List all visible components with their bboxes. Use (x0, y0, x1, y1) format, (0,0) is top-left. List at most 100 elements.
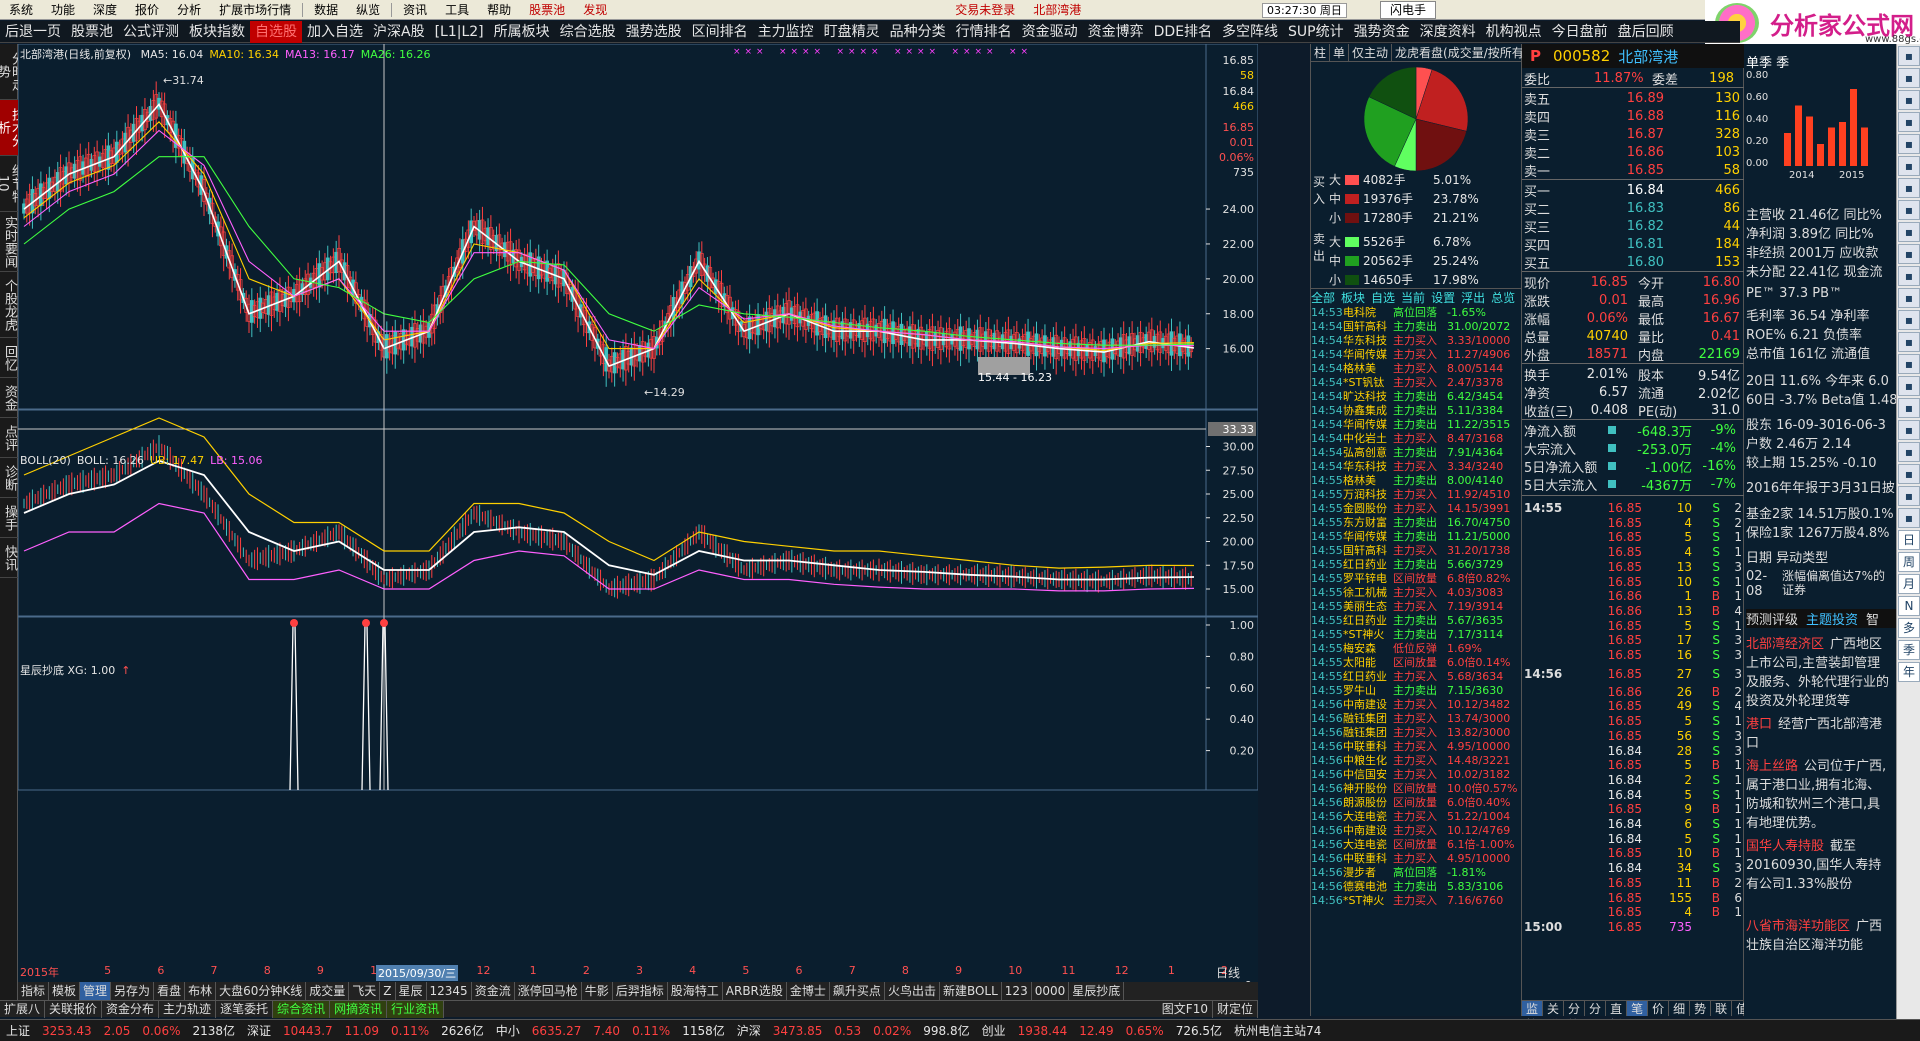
indicator-tab[interactable]: 看盘 (154, 982, 186, 1000)
ticker-row[interactable]: 14:54 华闻传媒 主力买入 11.27/4906 (1311, 347, 1523, 362)
ticker-row[interactable]: 14:55 太阳能 区间放量 6.0倍0.14% (1311, 655, 1523, 670)
ticker-row[interactable]: 14:54 旷达科技 主力卖出 6.42/3454 (1311, 389, 1523, 404)
ticker-row[interactable]: 14:55 美丽生态 主力买入 7.19/3914 (1311, 599, 1523, 614)
indicator-tab[interactable]: 后羿指标 (613, 982, 668, 1000)
ticker-row[interactable]: 14:54 格林美 主力买入 8.00/5144 (1311, 361, 1523, 376)
ticker-row[interactable]: 14:54 中化岩土 主力买入 8.47/3168 (1311, 431, 1523, 446)
ticker-row[interactable]: 14:55 东方财富 主力卖出 16.70/4750 (1311, 515, 1523, 530)
left-tab[interactable]: 资金 (0, 378, 18, 418)
toolbar-item[interactable]: DDE排名 (1153, 23, 1213, 40)
period-button[interactable]: 季 (1898, 640, 1920, 660)
indicator-tab[interactable]: 资金流 (472, 982, 515, 1000)
menu-item[interactable]: 功能 (51, 2, 76, 17)
extension-tab[interactable]: 主力轨迹 (159, 1000, 217, 1018)
toolbar-item[interactable]: [L1|L2] (434, 23, 484, 40)
ticker-row[interactable]: 14:55 红日药业 主力买入 5.68/3634 (1311, 669, 1523, 684)
indicator-tab[interactable]: 123 (1002, 982, 1032, 1000)
extension-tab[interactable]: 扩展八 (0, 1000, 46, 1018)
ticker-tab[interactable]: 总览 (1491, 290, 1516, 305)
ticker-row[interactable]: 14:56 大连电瓷 区间放量 6.1倍-1.00% (1311, 837, 1523, 852)
sidebar-tool-icon[interactable]: ▪ (1898, 68, 1920, 88)
indicator-tab[interactable]: 新建BOLL (940, 982, 1002, 1000)
ticker-row[interactable]: 14:56 中信国安 主力买入 10.02/3182 (1311, 767, 1523, 782)
quote-tab[interactable]: 关联 (1543, 1001, 1565, 1032)
sidebar-tool-icon[interactable]: ▪ (1898, 222, 1920, 242)
f10-tab[interactable]: 预测评级 (1746, 613, 1799, 628)
quote-subtab[interactable]: 细 (1669, 1001, 1691, 1016)
extension-tab[interactable]: 行业资讯 (387, 1000, 445, 1018)
toolbar-item[interactable]: SUP统计 (1288, 23, 1344, 40)
extension-tab[interactable]: 综合资讯 (273, 1000, 331, 1018)
ticker-row[interactable]: 14:56 融钰集团 主力买入 13.74/3000 (1311, 711, 1523, 726)
sidebar-tool-icon[interactable]: ▪ (1898, 376, 1920, 396)
sidebar-tool-icon[interactable]: ▪ (1898, 46, 1920, 66)
left-tab[interactable]: 点评 (0, 418, 18, 458)
topic-title[interactable]: 北部湾经济区 (1746, 637, 1825, 652)
indicator-tab[interactable]: 布林 (185, 982, 217, 1000)
quote-tab[interactable]: 直播 (1606, 1001, 1628, 1032)
ticker-tab[interactable]: 当前 (1401, 290, 1426, 305)
sidebar-tool-icon[interactable]: ▪ (1898, 178, 1920, 198)
left-tab[interactable]: 诊断 (0, 458, 18, 498)
quote-subtab[interactable]: 势 (1690, 1001, 1712, 1016)
ticker-row[interactable]: 14:55 金圆股份 主力买入 14.15/3991 (1311, 501, 1523, 516)
ticker-tab[interactable]: 板块 (1341, 290, 1366, 305)
sidebar-tool-icon[interactable]: ▪ (1898, 90, 1920, 110)
left-tab[interactable]: 技术分析 (0, 100, 24, 156)
left-tab[interactable]: 操手 (0, 498, 18, 538)
topic-title[interactable]: 八省市海洋功能区 (1746, 919, 1851, 934)
toolbar-item[interactable]: 资金驱动 (1021, 23, 1078, 40)
menu-item-red[interactable]: 发现 (583, 2, 608, 17)
ticker-row[interactable]: 14:56 神开股份 区间放量 10.0倍0.57% (1311, 781, 1523, 796)
ticker-row[interactable]: 14:54 华东科技 主力买入 3.33/10000 (1311, 333, 1523, 348)
sidebar-tool-icon[interactable]: ▪ (1898, 442, 1920, 462)
ticker-row[interactable]: 14:55 *ST神火 主力卖出 7.17/3114 (1311, 627, 1523, 642)
ticker-row[interactable]: 14:56 *ST神火 主力买入 7.16/6760 (1311, 893, 1523, 908)
indicator-tab[interactable]: 飙升买点 (830, 982, 885, 1000)
period-button[interactable]: 年 (1898, 662, 1920, 682)
period-button[interactable]: 日 (1898, 530, 1920, 550)
ticker-row[interactable]: 14:56 漫步者 高位回落 -1.81% (1311, 865, 1523, 880)
ticker-row[interactable]: 14:54 *ST钒钛 主力买入 2.47/3378 (1311, 375, 1523, 390)
indicator-tab[interactable]: 大盘60分钟K线 (216, 982, 307, 1000)
sidebar-tool-icon[interactable]: ▪ (1898, 332, 1920, 352)
ticker-row[interactable]: 14:55 万润科技 主力买入 11.92/4510 (1311, 487, 1523, 502)
ticker-tab[interactable]: 全部 (1311, 290, 1336, 305)
ticker-row[interactable]: 14:55 国轩高科 主力买入 31.20/1738 (1311, 543, 1523, 558)
indicator-tab[interactable]: 另存为 (111, 982, 155, 1000)
topic-title[interactable]: 国华人寿持股 (1746, 839, 1825, 854)
login-status[interactable]: 交易未登录 (955, 2, 1016, 17)
toolbar-item[interactable]: 资金博弈 (1087, 23, 1144, 40)
toolbar-item[interactable]: 后退一页 (5, 23, 61, 40)
sidebar-tool-icon[interactable]: ▪ (1898, 156, 1920, 176)
sidebar-tool-icon[interactable]: ▪ (1898, 244, 1920, 264)
ticker-row[interactable]: 14:56 中粮生化 主力买入 14.48/3221 (1311, 753, 1523, 768)
toolbar-item[interactable]: 沪深A股 (373, 23, 425, 40)
sidebar-tool-icon[interactable]: ▪ (1898, 134, 1920, 154)
menu-item[interactable]: 资讯 (403, 2, 428, 17)
menu-item[interactable]: 系统 (9, 2, 34, 17)
ticker-row[interactable]: 14:56 中南建设 主力买入 10.12/3482 (1311, 697, 1523, 712)
indicator-tab[interactable]: 管理 (80, 982, 112, 1000)
sidebar-tool-icon[interactable]: ▪ (1898, 200, 1920, 220)
ticker-row[interactable]: 14:54 华东科技 主力买入 3.34/3240 (1311, 459, 1523, 474)
toolbar-item[interactable]: 盘后回顾 (1617, 23, 1674, 40)
indicator-tab[interactable]: 飞天 (349, 982, 381, 1000)
quote-tab[interactable]: 分笔 (1564, 1001, 1586, 1032)
extension-tab[interactable]: 网摘资讯 (330, 1000, 388, 1018)
period-button[interactable]: N (1898, 596, 1920, 616)
sidebar-tool-icon[interactable]: ▪ (1898, 486, 1920, 506)
toolbar-item[interactable]: 加入自选 (307, 23, 363, 40)
extension-tab[interactable]: 图文F10 (1158, 1000, 1213, 1018)
menu-item[interactable]: 扩展市场行情 (219, 2, 292, 17)
ticker-row[interactable]: 14:53 电科院 高位回落 -1.65% (1311, 305, 1523, 320)
f10-tab[interactable]: 主题投资 (1806, 613, 1859, 628)
toolbar-item[interactable]: 深度资料 (1419, 23, 1476, 40)
toolbar-item[interactable]: 股票池 (71, 23, 113, 40)
topic-title[interactable]: 海上丝路 (1746, 759, 1799, 774)
ticker-row[interactable]: 14:56 融钰集团 主力买入 13.82/3000 (1311, 725, 1523, 740)
ticker-row[interactable]: 14:54 弘高创意 主力卖出 7.91/4364 (1311, 445, 1523, 460)
toolbar-item[interactable]: 公式评测 (123, 23, 179, 40)
sidebar-tool-icon[interactable]: ▪ (1898, 464, 1920, 484)
chart-area[interactable]: 24.00 22.00 20.00 18.00 16.00 16.85 58 16.84 466… (18, 44, 1258, 994)
